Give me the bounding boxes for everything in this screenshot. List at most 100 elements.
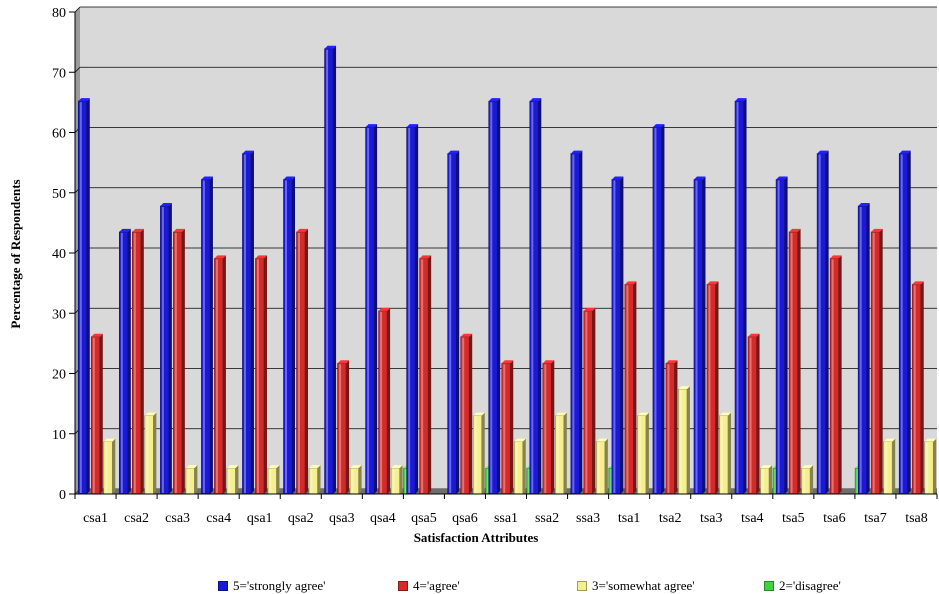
x-tick-label: tsa4 <box>741 511 764 526</box>
bar <box>857 203 870 495</box>
bar-side <box>181 228 185 494</box>
bar-side <box>415 124 419 494</box>
bar-side <box>305 228 309 494</box>
bar-front <box>652 126 662 495</box>
bar-highlight <box>818 154 821 493</box>
legend-swatch <box>218 581 228 591</box>
bar <box>652 124 665 495</box>
y-tick-label: 20 <box>52 368 66 383</box>
x-tick-label: qsa3 <box>329 511 355 526</box>
bar-top <box>267 465 280 469</box>
bar-top <box>760 465 773 469</box>
bar-front <box>898 153 909 495</box>
x-tick-labels: csa1 csa2 csa3 csa4 qsa1 qsa2 qsa3 qsa4 qsa5 qsa6… <box>83 511 928 526</box>
bar-side <box>686 386 690 494</box>
bar-top <box>611 176 624 180</box>
bar <box>734 98 747 495</box>
bar <box>788 228 801 495</box>
bar <box>324 45 337 495</box>
legend-item: 5='strongly agree' <box>218 578 326 594</box>
bar-highlight <box>831 259 834 493</box>
bar-side <box>333 45 337 494</box>
bar <box>488 98 501 495</box>
bar <box>283 176 296 495</box>
bar-front <box>596 441 606 495</box>
bar-side <box>428 255 432 494</box>
bar-top <box>447 150 460 154</box>
bar <box>637 412 649 495</box>
bar <box>201 176 213 495</box>
bar-side <box>769 465 773 494</box>
bar-top <box>214 255 226 259</box>
bar-side <box>250 150 254 494</box>
bar <box>775 176 788 495</box>
bar-top <box>665 360 678 364</box>
bar-front <box>296 231 306 495</box>
bar-highlight <box>392 469 395 493</box>
bar-side <box>933 438 937 494</box>
x-tick-label: tsa6 <box>823 511 846 526</box>
bar-highlight <box>310 469 313 493</box>
bar-top <box>748 333 760 337</box>
bar-side <box>399 465 403 494</box>
bar-front <box>624 284 634 495</box>
bar-highlight <box>215 259 218 493</box>
bar-top <box>858 203 870 207</box>
bar-front <box>283 179 293 495</box>
bar-side <box>604 438 608 494</box>
bar-side <box>374 124 378 494</box>
bar-highlight <box>202 180 205 493</box>
bar <box>90 333 103 495</box>
bar-highlight <box>339 364 342 493</box>
bar-top <box>624 281 637 285</box>
bar-front <box>760 467 770 495</box>
bar-highlight <box>777 180 780 493</box>
bar-side <box>222 255 226 494</box>
bar <box>747 333 760 495</box>
bar <box>160 203 172 495</box>
bar-front <box>255 258 265 495</box>
bar-highlight <box>146 416 149 493</box>
bar-highlight <box>556 416 559 493</box>
bar-front <box>365 126 375 495</box>
bar-front <box>144 415 154 495</box>
bar <box>103 438 116 495</box>
bar-front <box>719 415 729 495</box>
bar <box>472 412 485 495</box>
bar-side <box>674 360 678 494</box>
bar <box>529 98 542 495</box>
bar-side <box>99 333 103 494</box>
bar <box>513 438 526 495</box>
bar-side <box>276 465 280 494</box>
x-tick-label: tsa1 <box>618 511 641 526</box>
bar-front <box>542 362 552 495</box>
bar-side <box>563 412 567 494</box>
legend-item: 4='agree' <box>398 578 460 594</box>
bar-top <box>488 98 501 102</box>
y-tick-label: 30 <box>52 307 66 322</box>
bar-top <box>242 150 254 154</box>
x-tick-label: qsa2 <box>288 511 314 526</box>
bar-highlight <box>351 469 354 493</box>
bar-top <box>460 333 473 337</box>
bar <box>554 412 567 495</box>
bar-top <box>817 150 829 154</box>
bar-top <box>201 176 213 180</box>
bar-side <box>194 465 198 494</box>
bar-front <box>583 310 593 495</box>
bar-top <box>830 255 842 259</box>
bar-side <box>715 281 719 494</box>
legend-label: 5='strongly agree' <box>233 578 326 593</box>
bar-highlight <box>161 207 164 493</box>
bar <box>911 281 924 495</box>
bar-front <box>924 441 934 495</box>
bar-top <box>255 255 267 259</box>
legend-swatch <box>764 581 774 591</box>
legend: 5='strongly agree' 4='agree' 3='somewhat a… <box>0 578 939 594</box>
bar <box>898 150 911 495</box>
bar-highlight <box>736 102 739 494</box>
bar-highlight <box>187 469 190 493</box>
bar-front <box>706 284 716 495</box>
bar-top <box>144 412 157 416</box>
y-tick-label: 80 <box>52 6 66 21</box>
